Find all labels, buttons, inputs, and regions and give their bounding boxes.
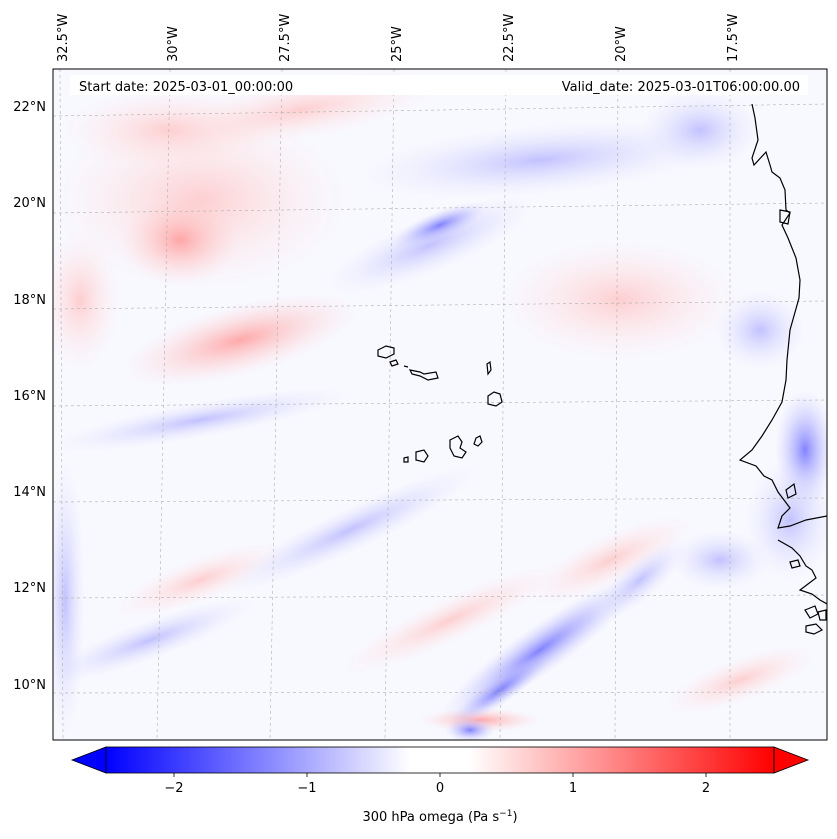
colorbar-tick-0: 0: [436, 781, 444, 796]
map-frame: [52, 68, 828, 741]
lon-label-27-5w: 27.5°W: [278, 14, 293, 62]
coastlines: [738, 103, 827, 635]
colorbar-tick-neg2: −2: [164, 781, 183, 796]
colorbar-tick-2: 2: [702, 781, 710, 796]
lat-label-12n: 12°N: [13, 581, 46, 596]
island-fogo: [415, 449, 429, 463]
lat-label-20n: 20°N: [13, 196, 46, 211]
lat-label-10n: 10°N: [13, 678, 46, 693]
cape-verde-islands: [377, 345, 503, 463]
colorbar-title: 300 hPa omega (Pa s−1): [362, 809, 517, 825]
lon-label-22-5w: 22.5°W: [502, 14, 517, 62]
island-brava: [403, 456, 409, 463]
island-santa-luzia: [403, 365, 409, 368]
lon-label-17-5w: 17.5°W: [726, 14, 741, 62]
latitude-labels: 22°N 20°N 18°N 16°N 14°N 12°N 10°N: [13, 100, 46, 693]
island-sao-nicolau: [408, 369, 439, 381]
colorbar-tick-1: 1: [569, 781, 577, 796]
colorbar-tick-neg1: −1: [297, 781, 316, 796]
lon-label-30w: 30°W: [166, 26, 181, 62]
lat-label-22n: 22°N: [13, 100, 46, 115]
lat-label-16n: 16°N: [13, 389, 46, 404]
colorbar-high-extend: [773, 746, 810, 774]
island-santiago: [449, 435, 467, 459]
coast-south: [777, 539, 827, 605]
island-maio: [473, 435, 483, 447]
info-box: [70, 75, 808, 95]
west-africa-coastline: [738, 103, 827, 529]
start-date-label: Start date: 2025-03-01_00:00:00: [79, 80, 293, 95]
graticule: [53, 69, 827, 740]
lat-label-14n: 14°N: [13, 485, 46, 500]
lon-label-20w: 20°W: [614, 26, 629, 62]
lon-label-32-5w: 32.5°W: [56, 14, 71, 62]
island-sal: [486, 360, 492, 376]
colorbar-gradient: [106, 747, 774, 773]
longitude-labels: 32.5°W 30°W 27.5°W 25°W 22.5°W 20°W 17.5…: [56, 14, 741, 62]
island-santo-antao: [377, 345, 395, 359]
lat-label-18n: 18°N: [13, 293, 46, 308]
colorbar: −2 −1 0 1 2 300 hPa omega (Pa s−1): [70, 746, 810, 825]
colorbar-low-extend: [70, 746, 107, 774]
lon-label-25w: 25°W: [390, 26, 405, 62]
valid-date-label: Valid_date: 2025-03-01T06:00:00.00: [562, 80, 800, 95]
island-boa-vista: [487, 391, 503, 407]
island-sao-vicente: [389, 359, 399, 367]
